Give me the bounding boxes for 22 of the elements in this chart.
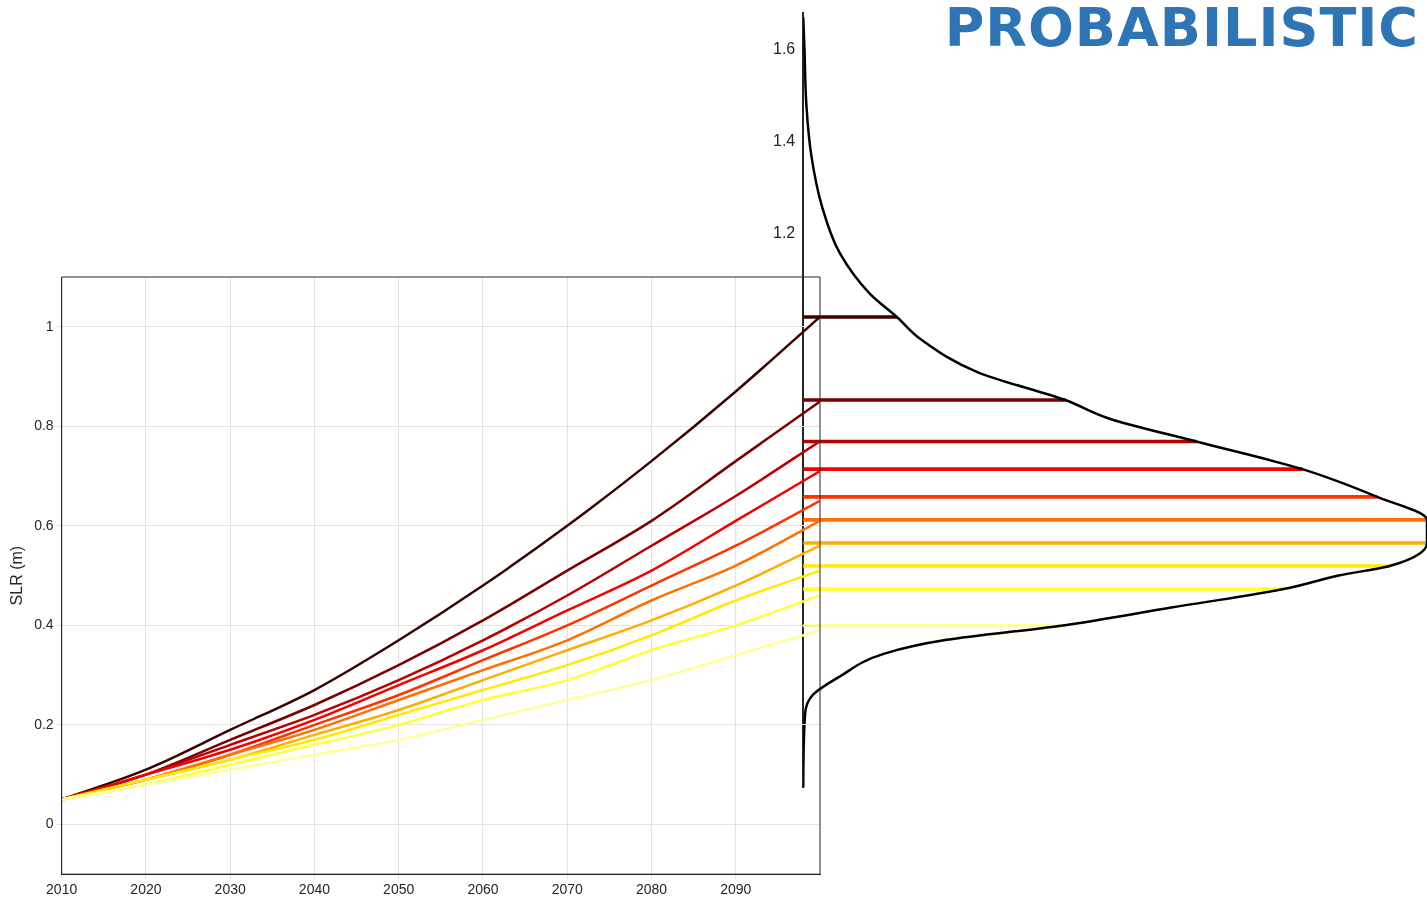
y-tick-label: 0 xyxy=(45,815,54,832)
x-tick-label: 2080 xyxy=(635,881,668,898)
x-tick-label: 2090 xyxy=(720,881,752,898)
x-tick-label: 2010 xyxy=(46,881,78,898)
y-tick-label: 1.4 xyxy=(772,132,796,150)
x-tick-label: 2020 xyxy=(130,881,162,898)
bar xyxy=(803,564,1390,568)
x-tick-label: 2040 xyxy=(298,881,331,898)
y-tick-label: 1 xyxy=(45,317,54,334)
y-tick-label: 0.6 xyxy=(34,516,54,533)
y-tick-label: 0.2 xyxy=(34,715,54,732)
x-tick-label: 2050 xyxy=(383,881,415,898)
y-tick-label: 1.2 xyxy=(772,224,796,242)
x-tick-label: 2060 xyxy=(467,881,499,898)
y-tick-label: 0.4 xyxy=(34,616,54,633)
y-tick-label: 1.6 xyxy=(772,39,796,57)
chart-title: PROBABILISTIC xyxy=(944,0,1419,59)
x-tick-label: 2030 xyxy=(214,881,246,898)
y-tick-label: 0.8 xyxy=(34,417,54,434)
x-tick-label: 2070 xyxy=(551,881,583,898)
y-axis-title: SLR (m) xyxy=(8,545,26,606)
bar xyxy=(803,587,1284,591)
